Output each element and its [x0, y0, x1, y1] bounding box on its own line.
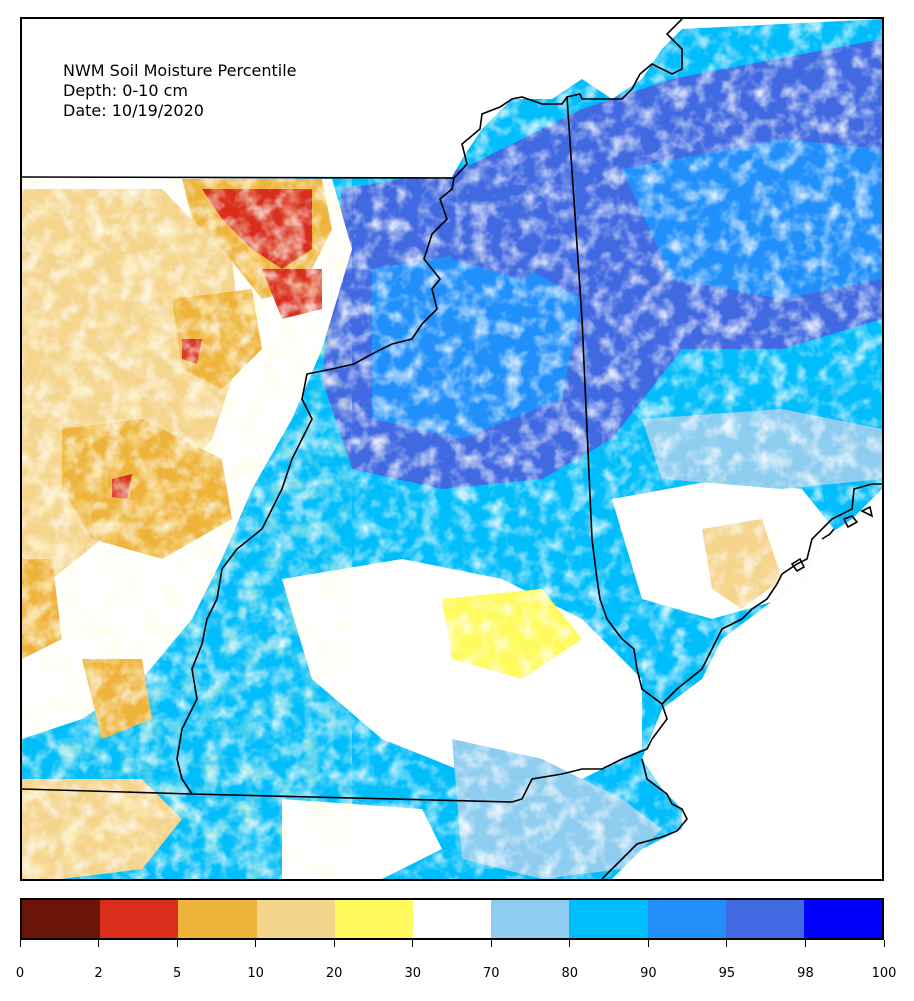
colorbar-swatch-98 [803, 900, 883, 938]
colorbar-tick-label: 100 [871, 966, 897, 981]
colorbar-tick [647, 940, 649, 947]
colorbar [20, 898, 884, 940]
colorbar-tick-label: 80 [561, 966, 579, 981]
colorbar-tick-label: 20 [325, 966, 343, 981]
colorbar-tick-label: 0 [15, 966, 25, 981]
colorbar-tick [490, 940, 492, 947]
colorbar-tick-label: 95 [718, 966, 736, 981]
colorbar-swatch-80 [569, 900, 648, 938]
colorbar-tick [333, 940, 335, 947]
colorbar-tick-label: 90 [640, 966, 657, 981]
colorbar-swatch-95 [725, 900, 804, 938]
colorbar-swatch-70 [491, 900, 570, 938]
colorbar-tick [255, 940, 257, 947]
colorbar-tick [804, 940, 806, 947]
state-boundaries [22, 19, 882, 879]
colorbar-tick-label: 10 [247, 966, 264, 981]
colorbar-swatch-10 [256, 900, 335, 938]
colorbar-tick [412, 940, 414, 947]
map-frame [20, 17, 884, 881]
colorbar-tick-label: 70 [482, 966, 500, 981]
map-depth: Depth: 0-10 cm [63, 81, 188, 100]
colorbar-tick [883, 940, 885, 947]
colorbar-tick [569, 940, 571, 947]
colorbar-tick-label: 30 [404, 966, 421, 981]
map-title: NWM Soil Moisture Percentile [63, 61, 297, 80]
colorbar-swatch-30 [412, 900, 492, 938]
colorbar-swatch-20 [334, 900, 413, 938]
colorbar-tick [176, 940, 178, 947]
colorbar-tick-label: 2 [94, 966, 103, 981]
map-title-block: NWM Soil Moisture Percentile Depth: 0-10… [63, 61, 296, 121]
colorbar-swatch-2 [100, 900, 179, 938]
colorbar-swatch-0 [22, 900, 101, 938]
map-date: Date: 10/19/2020 [63, 101, 204, 120]
colorbar-tick-label: 98 [797, 966, 814, 981]
colorbar-tick [19, 940, 21, 947]
colorbar-swatch-5 [178, 900, 257, 938]
colorbar-tick-label: 5 [172, 966, 182, 981]
colorbar-tick [98, 940, 100, 947]
soil-moisture-map [22, 19, 882, 879]
moisture-field [22, 19, 882, 879]
colorbar-tick [726, 940, 728, 947]
colorbar-swatch-90 [647, 900, 726, 938]
